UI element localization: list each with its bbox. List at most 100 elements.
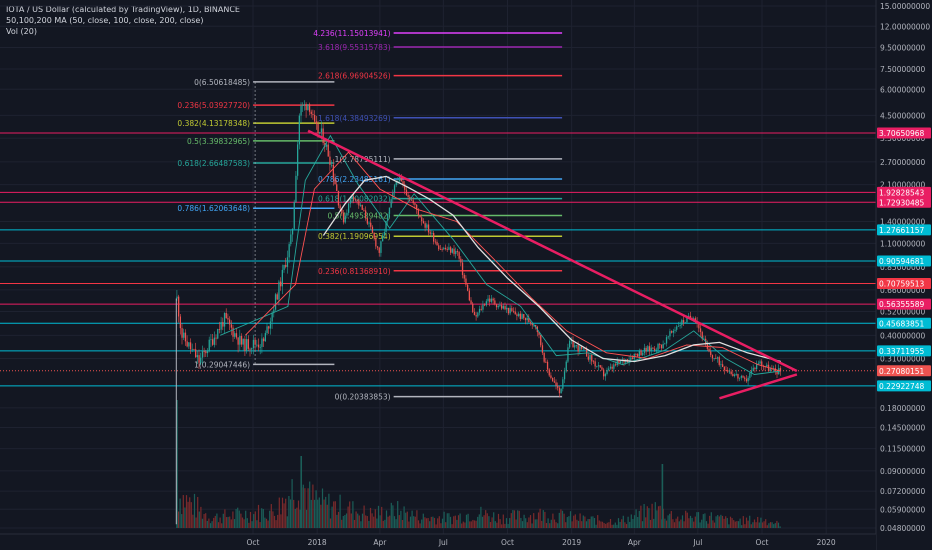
volume-bar — [467, 513, 469, 528]
candle-body — [314, 114, 316, 122]
volume-bar — [392, 505, 394, 528]
candle-body — [348, 203, 350, 213]
volume-bar — [198, 511, 200, 528]
volume-bar — [317, 499, 319, 528]
volume-bar — [712, 520, 714, 528]
candle-body — [618, 360, 620, 363]
volume-bar — [312, 484, 314, 528]
candle-body — [300, 105, 302, 116]
volume-bar — [776, 520, 778, 528]
volume-bar — [237, 507, 239, 528]
volume-bar — [297, 500, 300, 528]
volume-bar — [613, 524, 615, 528]
volume-bar — [267, 520, 269, 528]
candle-body — [642, 352, 644, 356]
candle-body — [737, 374, 739, 379]
candle-body — [759, 361, 761, 364]
candle-body — [375, 238, 377, 247]
candle-body — [528, 317, 530, 323]
candle-body — [740, 376, 743, 378]
candle-body — [468, 290, 471, 301]
volume-bar — [493, 512, 495, 528]
x-tick-label: Oct — [756, 538, 769, 547]
volume-bar — [429, 521, 431, 528]
candle-body — [244, 338, 246, 352]
candle-body — [183, 332, 185, 338]
volume-bar — [533, 513, 535, 528]
x-tick-label: 2018 — [308, 538, 327, 547]
candle-body — [591, 354, 593, 362]
candle-body — [519, 313, 522, 319]
candle-body — [393, 185, 396, 193]
candle-body — [220, 321, 222, 330]
price-badge-label: 0.27080151 — [879, 367, 925, 376]
candle-body — [383, 232, 386, 236]
candle-body — [613, 364, 615, 369]
candle-body — [603, 369, 605, 377]
candle-body — [205, 351, 207, 354]
candle-body — [686, 316, 688, 323]
candle-body — [395, 180, 397, 186]
candle-body — [497, 306, 499, 308]
candle-body — [509, 308, 511, 314]
candle-body — [268, 326, 270, 329]
volume-bar — [563, 513, 565, 528]
candle-body — [718, 357, 720, 365]
ma-indicator-legend[interactable]: 50,100,200 MA (50, close, 100, close, 20… — [6, 16, 204, 25]
candle-body — [524, 317, 527, 321]
candle-body — [659, 344, 661, 345]
volume-bar — [681, 515, 684, 528]
price-badge — [877, 255, 931, 267]
volume-bar — [328, 493, 330, 528]
volume-bar — [192, 514, 194, 528]
volume-bar — [520, 517, 522, 528]
candle-body — [434, 241, 437, 243]
volume-bar — [277, 514, 279, 528]
volume-bar — [409, 516, 412, 528]
volume-bar — [341, 519, 343, 528]
candle-body — [569, 340, 571, 348]
volume-bar — [669, 513, 671, 528]
volume-bar — [302, 484, 304, 528]
volume-bar — [717, 515, 719, 528]
volume-bar — [504, 523, 506, 528]
candle-body — [329, 156, 331, 165]
volume-bar — [761, 522, 764, 528]
volume-indicator-legend[interactable]: Vol (20) — [6, 27, 37, 36]
candle-body — [713, 358, 715, 359]
volume-bar — [371, 513, 373, 528]
volume-bar — [577, 520, 580, 528]
volume-bar — [216, 513, 218, 528]
candle-body — [529, 322, 532, 324]
volume-bar — [571, 521, 573, 528]
fib-right-label: 0.618(1.80082032) — [318, 195, 391, 204]
volume-bar — [629, 521, 631, 528]
price-badge-label: 0.33711955 — [879, 347, 925, 356]
candle-body — [769, 368, 771, 372]
volume-bar — [475, 520, 477, 528]
volume-bar — [201, 518, 204, 528]
candle-body — [181, 328, 183, 338]
candle-body — [744, 377, 746, 379]
candle-body — [560, 388, 562, 394]
candle-body — [752, 367, 754, 371]
volume-bar — [222, 513, 224, 528]
volume-bar — [656, 510, 658, 528]
volume-bar — [584, 516, 586, 528]
volume-bar — [200, 506, 202, 528]
price-badge — [877, 317, 931, 329]
volume-bar — [745, 517, 748, 528]
volume-bar — [320, 504, 322, 528]
price-badge — [877, 365, 931, 377]
candle-body — [722, 364, 724, 368]
candle-body — [667, 336, 669, 338]
symbol-title[interactable]: IOTA / US Dollar (calculated by TradingV… — [6, 5, 240, 14]
volume-bar — [649, 519, 652, 528]
volume-bar — [693, 521, 695, 528]
volume-bar — [293, 499, 295, 528]
volume-bar — [774, 523, 776, 528]
volume-bar — [406, 511, 408, 528]
volume-bar — [184, 507, 186, 528]
